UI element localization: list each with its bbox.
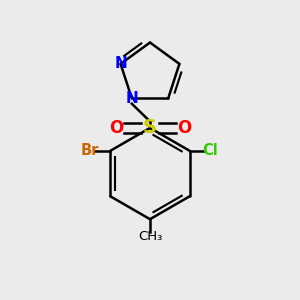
Text: O: O <box>177 119 191 137</box>
Text: Cl: Cl <box>202 143 218 158</box>
Text: O: O <box>109 119 123 137</box>
Text: CH₃: CH₃ <box>138 230 162 243</box>
Text: Br: Br <box>81 143 99 158</box>
Text: N: N <box>114 56 127 71</box>
Text: N: N <box>125 91 138 106</box>
Text: S: S <box>143 118 157 137</box>
